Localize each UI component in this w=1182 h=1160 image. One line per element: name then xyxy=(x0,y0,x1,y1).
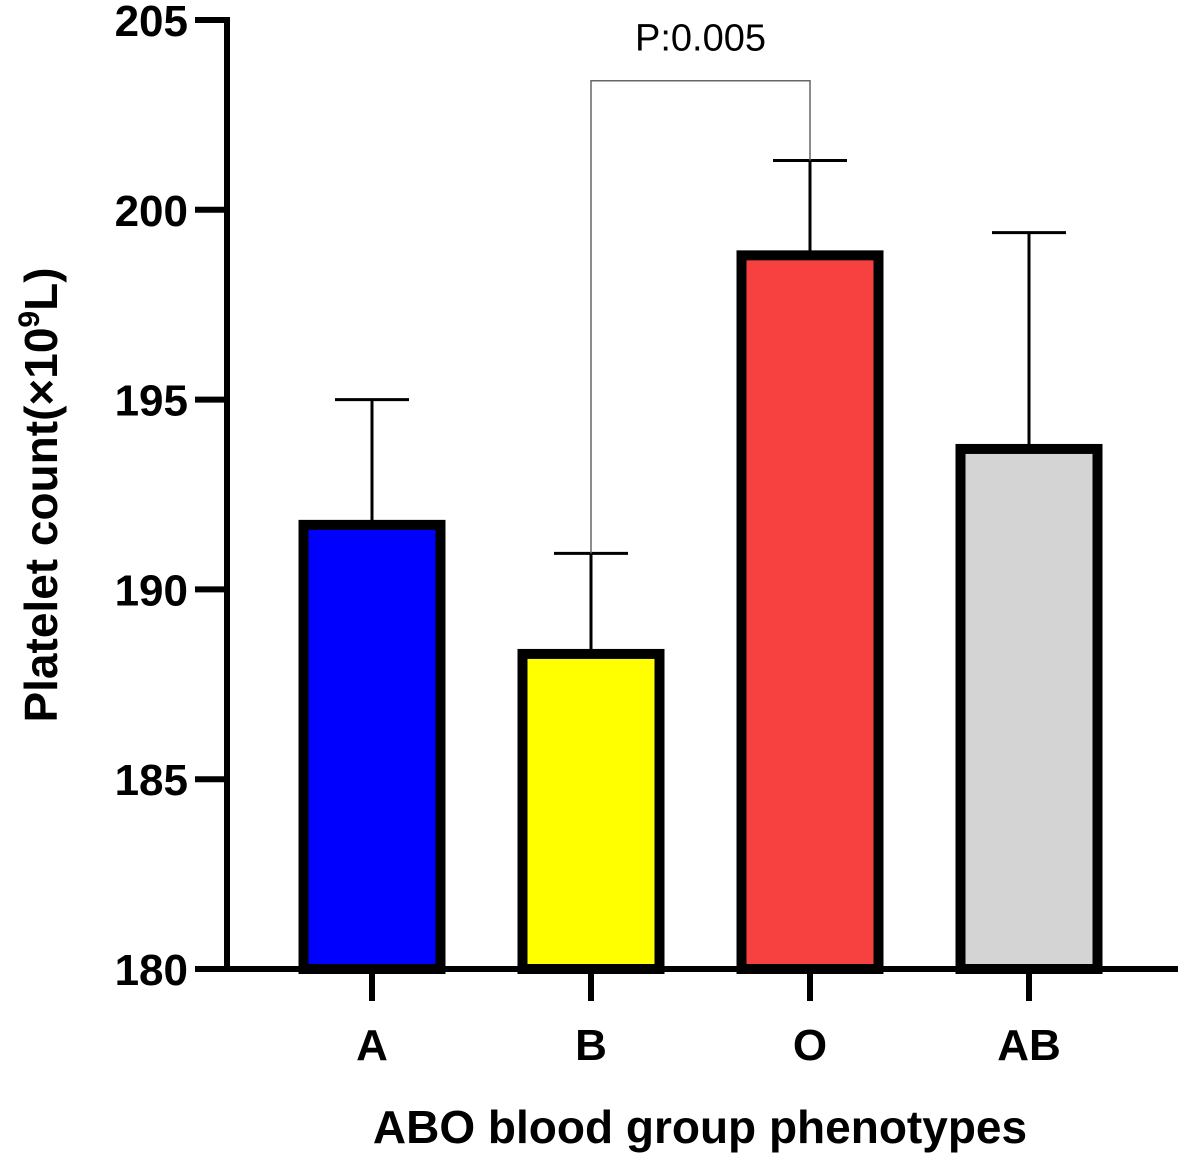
y-tick-label: 190 xyxy=(115,566,188,615)
x-tick-label-a: A xyxy=(356,1021,388,1070)
bar-a xyxy=(298,519,446,974)
y-axis-title-suffix: L) xyxy=(15,267,67,310)
y-axis-title-superscript: 9 xyxy=(13,311,46,328)
x-axis-title: ABO blood group phenotypes xyxy=(373,1101,1027,1153)
y-tick-label: 180 xyxy=(115,946,188,995)
x-axis-ticks: A B O AB xyxy=(356,969,1061,1070)
bar-b xyxy=(517,648,665,974)
y-axis-title: Platelet count(×109L) xyxy=(13,267,67,722)
y-tick-label: 195 xyxy=(115,377,188,426)
bar-o xyxy=(736,250,884,975)
y-axis-title-prefix: Platelet count(×10 xyxy=(15,328,67,723)
p-value-label: P:0.005 xyxy=(635,18,766,60)
significance-bracket xyxy=(590,79,811,554)
bars xyxy=(298,158,1103,975)
x-tick-label-o: O xyxy=(793,1021,827,1070)
significance-annotation: P:0.005 xyxy=(590,18,811,554)
y-tick-label: 200 xyxy=(115,187,188,236)
y-tick-label: 205 xyxy=(115,0,188,46)
x-tick-label-ab: AB xyxy=(997,1021,1061,1070)
y-axis-ticks: 180 185 190 195 200 205 xyxy=(115,0,227,995)
y-tick-label: 185 xyxy=(115,756,188,805)
bar-ab xyxy=(955,443,1103,974)
x-tick-label-b: B xyxy=(575,1021,607,1070)
